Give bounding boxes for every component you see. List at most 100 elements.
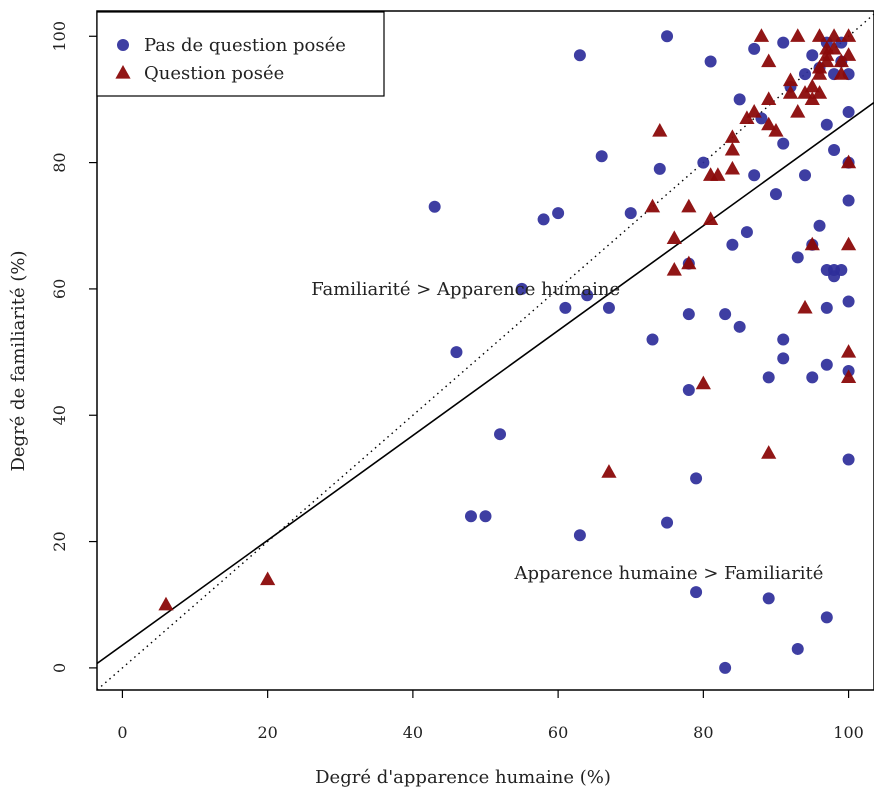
y-tick-label: 80 [50, 152, 69, 172]
point-circle [762, 371, 775, 384]
reference-line-dotted [97, 13, 874, 690]
point-triangle [666, 261, 682, 276]
point-circle [842, 194, 855, 207]
x-tick-label: 60 [548, 723, 568, 742]
point-circle [464, 510, 477, 523]
plot-frame [96, 10, 874, 691]
point-circle [573, 49, 586, 62]
point-circle [552, 207, 565, 220]
point-circle [733, 320, 746, 333]
point-circle [813, 219, 826, 232]
point-circle [820, 358, 833, 371]
point-circle [624, 207, 637, 220]
y-tick-label: 40 [50, 405, 69, 425]
point-triangle [724, 129, 740, 143]
legend-triangle-icon [115, 65, 131, 79]
point-circle [791, 251, 804, 264]
y-tick-label: 60 [50, 279, 69, 299]
point-triangle [710, 167, 726, 181]
point-circle [748, 42, 761, 55]
point-circle [748, 169, 761, 182]
point-triangle [695, 375, 711, 390]
point-triangle [840, 47, 857, 61]
legend-label-question: Question posée [144, 63, 284, 84]
point-circle [450, 346, 463, 359]
point-circle [428, 200, 441, 213]
annotation-lower: Apparence humaine > Familiarité [514, 563, 824, 584]
point-triangle [666, 230, 682, 244]
x-tick-label: 100 [833, 723, 864, 742]
point-circle [777, 333, 790, 346]
point-circle [697, 156, 710, 169]
point-circle [828, 143, 841, 156]
point-triangle [840, 344, 857, 358]
point-circle [769, 188, 782, 201]
point-circle [799, 169, 812, 182]
point-triangle [761, 445, 777, 459]
y-tick-label: 20 [50, 531, 69, 551]
x-axis-title: Degré d'apparence humaine (%) [315, 767, 611, 788]
point-triangle [761, 116, 777, 131]
point-triangle [761, 91, 777, 106]
point-circle [690, 586, 703, 599]
point-circle [537, 213, 550, 226]
point-triangle [782, 72, 799, 87]
annotation-upper: Familiarité > Apparence humaine [311, 279, 620, 300]
legend-box [96, 11, 385, 97]
point-triangle [768, 123, 784, 137]
point-circle [559, 301, 572, 314]
point-triangle [724, 160, 740, 175]
legend-marker-triangle [115, 65, 131, 79]
point-triangle [782, 85, 799, 99]
point-triangle [811, 85, 828, 99]
point-triangle [761, 53, 777, 68]
point-triangle [811, 66, 828, 80]
point-triangle [826, 28, 842, 42]
point-triangle [158, 596, 174, 611]
point-circle [791, 642, 804, 655]
point-circle [682, 308, 695, 321]
point-circle [762, 592, 775, 605]
point-triangle [652, 123, 668, 137]
x-tick-label: 20 [257, 723, 277, 742]
point-circle [740, 226, 753, 239]
point-triangle [840, 236, 857, 251]
axes: 0 20 40 60 80 100 0 20 40 60 80 100 [50, 21, 864, 742]
point-triangle [681, 255, 697, 270]
point-circle [719, 661, 732, 674]
legend-circle-icon [117, 39, 129, 51]
point-circle [661, 30, 674, 43]
point-circle [704, 55, 717, 68]
point-triangle [840, 154, 857, 169]
point-circle [479, 510, 492, 523]
x-tick-label: 40 [403, 723, 423, 742]
point-circle [653, 162, 666, 175]
point-circle [835, 263, 848, 276]
reference-line-solid [97, 101, 874, 665]
point-circle [595, 150, 608, 163]
point-triangle [840, 28, 857, 42]
point-circle [690, 472, 703, 485]
point-circle [842, 453, 855, 466]
point-triangle [804, 236, 820, 251]
point-triangle [811, 28, 828, 42]
point-circle [726, 238, 739, 251]
y-axis-title: Degré de familiarité (%) [8, 250, 29, 471]
x-tick-label: 0 [117, 723, 127, 742]
point-triangle [746, 104, 762, 118]
point-circle [515, 282, 528, 295]
point-circle [820, 611, 833, 624]
data-points [158, 28, 857, 674]
point-circle [646, 333, 659, 346]
legend-label-no-question: Pas de question posée [144, 35, 346, 56]
x-tick-label: 80 [693, 723, 713, 742]
point-circle [842, 106, 855, 119]
point-triangle [681, 198, 697, 213]
reference-lines [97, 13, 874, 690]
point-triangle [601, 464, 617, 478]
point-circle [682, 383, 695, 396]
point-circle [777, 36, 790, 49]
point-circle [806, 371, 819, 384]
point-circle [719, 308, 732, 321]
